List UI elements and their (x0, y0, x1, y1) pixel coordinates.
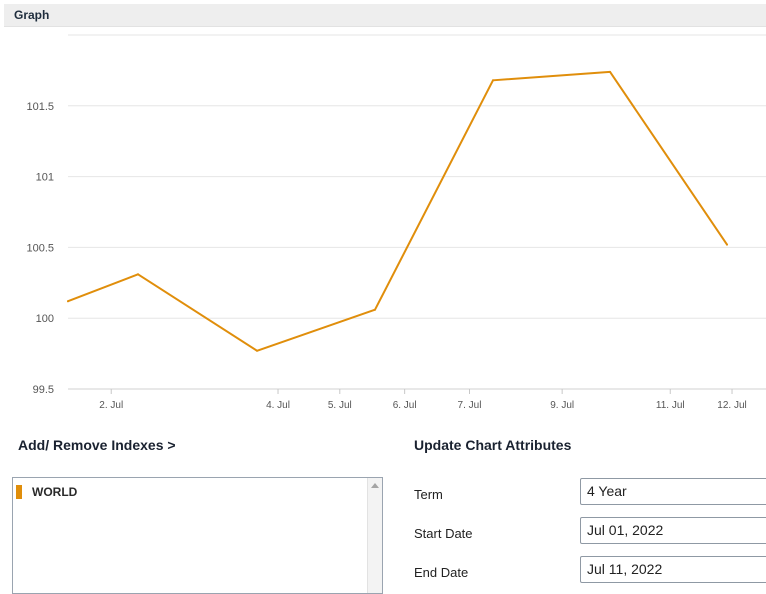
series-line-world (67, 70, 728, 352)
term-label: Term (414, 487, 443, 502)
y-tick-label: 99.5 (33, 384, 54, 396)
list-item-world[interactable]: WORLD (16, 484, 77, 500)
list-item-label: WORLD (32, 485, 78, 499)
scroll-up-arrow-icon[interactable] (371, 483, 379, 488)
index-list[interactable]: WORLD (12, 477, 383, 594)
x-tick-label: 6. Jul (393, 400, 417, 411)
list-scrollbar[interactable] (367, 478, 382, 593)
data-point (67, 300, 69, 303)
panel-title: Graph (14, 8, 50, 22)
y-tick-label: 100 (36, 313, 54, 325)
y-tick-label: 101 (36, 172, 54, 184)
x-tick-label: 11. Jul (656, 400, 685, 411)
data-point (726, 243, 728, 246)
chart-svg: 99.5 100 100.5 101 101.5 2. Jul 4. Jul 5. Jul 6.… (26, 34, 766, 411)
y-tick-label: 101.5 (26, 101, 54, 113)
x-tick-label: 2. Jul (99, 400, 123, 411)
x-tick-label: 4. Jul (266, 400, 290, 411)
data-point (374, 308, 376, 311)
end-date-label: End Date (414, 565, 469, 580)
graph-panel-header: Graph (4, 4, 766, 27)
x-tick-label: 5. Jul (328, 400, 352, 411)
x-tick-label: 9. Jul (550, 400, 574, 411)
data-point (492, 79, 494, 82)
start-date-label: Start Date (414, 526, 473, 541)
update-chart-attributes-heading: Update Chart Attributes (414, 437, 572, 453)
x-tick-label: 7. Jul (458, 400, 482, 411)
end-date-field[interactable]: Jul 11, 2022 (580, 556, 766, 583)
start-date-field[interactable]: Jul 01, 2022 (580, 517, 766, 544)
data-point (256, 349, 258, 352)
data-point (137, 273, 139, 276)
data-point (609, 70, 611, 73)
series-color-swatch (16, 485, 22, 499)
term-select[interactable]: 4 Year (580, 478, 766, 505)
line-chart: 99.5 100 100.5 101 101.5 2. Jul 4. Jul 5. Jul 6.… (0, 27, 766, 417)
add-remove-indexes-link[interactable]: Add/ Remove Indexes > (18, 437, 176, 453)
x-tick-label: 12. Jul (717, 400, 746, 411)
y-tick-label: 100.5 (26, 242, 54, 254)
